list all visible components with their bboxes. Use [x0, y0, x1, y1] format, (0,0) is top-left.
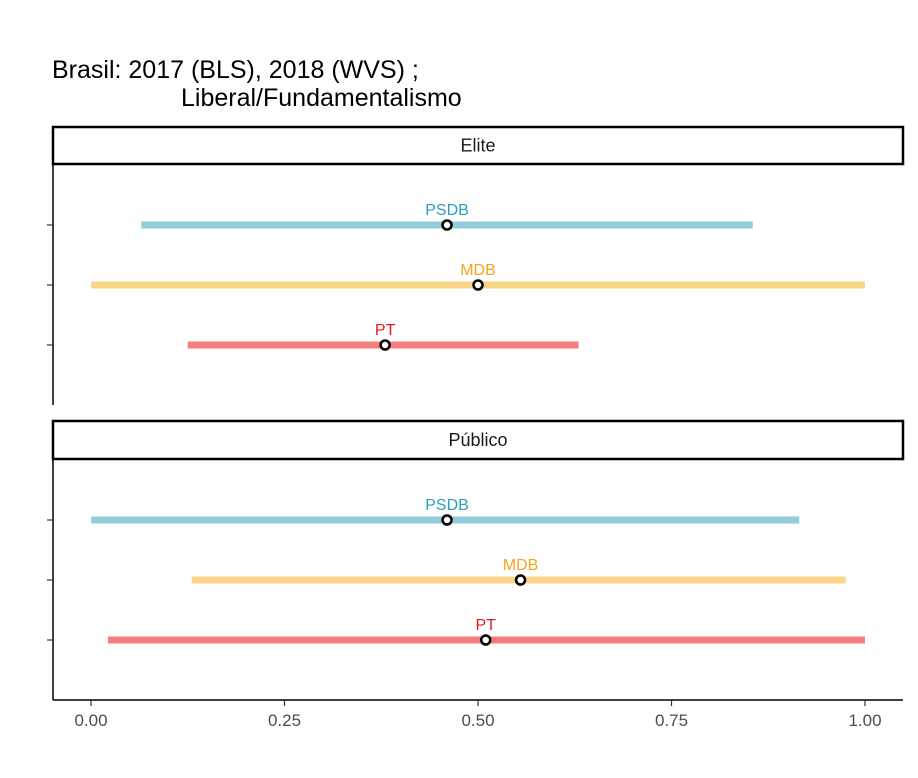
point-psdb [441, 514, 453, 526]
party-label-mdb: MDB [503, 557, 539, 574]
point-mdb [514, 574, 527, 586]
point-mdb [472, 279, 484, 291]
x-tick-label: 0.25 [268, 711, 301, 730]
point-pt [379, 339, 391, 351]
strip-box [51, 125, 905, 166]
party-label-pt: PT [375, 322, 396, 339]
point-pt [479, 634, 492, 646]
x-tick-label: 1.00 [848, 711, 881, 730]
party-label-pt: PT [476, 617, 497, 634]
x-axis: 0.00 0.25 0.50 0.75 1.00 [74, 700, 882, 730]
chart-title-line2: Liberal/Fundamentalismo [181, 84, 462, 112]
chart-title-line1: Brasil: 2017 (BLS), 2018 (WVS) ; [52, 56, 419, 84]
panels: Elite PSDB MDB PT Público PSDB MDB PT [47, 125, 905, 701]
panel-1: Elite PSDB MDB PT [47, 125, 905, 405]
strip-box [51, 419, 905, 461]
strip-label: Elite [460, 136, 495, 156]
point-psdb [441, 219, 453, 231]
x-tick-label: 0.00 [74, 711, 107, 730]
x-tick-label: 0.50 [461, 711, 494, 730]
strip-label: Público [448, 430, 507, 450]
x-tick-label: 0.75 [655, 711, 688, 730]
panel-2: Público PSDB MDB PT [47, 419, 905, 701]
party-label-psdb: PSDB [425, 202, 469, 219]
party-label-psdb: PSDB [425, 497, 469, 514]
party-label-mdb: MDB [460, 262, 496, 279]
